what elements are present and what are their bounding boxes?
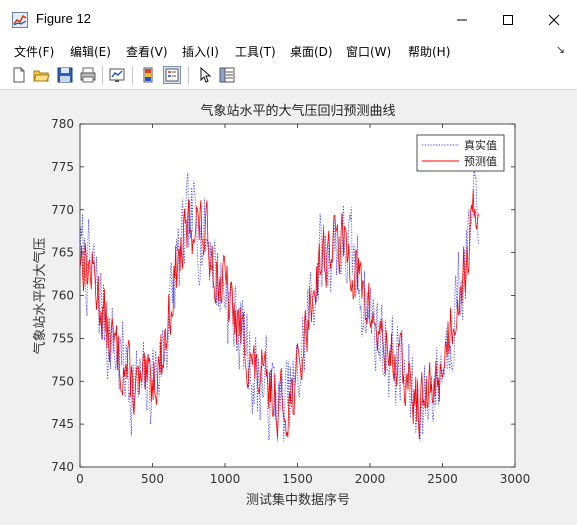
legend-label-pred: 预测值 <box>464 155 497 168</box>
minimize-button[interactable] <box>439 0 485 40</box>
menu-bar: 文件(F) 编辑(E) 查看(V) 插入(I) 工具(T) 桌面(D) 窗口(W… <box>0 40 577 62</box>
window-title: Figure 12 <box>36 11 91 26</box>
plot-area <box>80 124 515 467</box>
print-icon[interactable] <box>79 66 97 84</box>
menu-help[interactable]: 帮助(H) <box>408 45 451 59</box>
y-tick-label: 780 <box>51 117 74 131</box>
window-title-bar: Figure 12 <box>0 0 577 40</box>
save-icon[interactable] <box>56 66 74 84</box>
link-plot-icon[interactable] <box>108 66 126 84</box>
x-tick-label: 0 <box>76 472 84 486</box>
legend-label-true: 真实值 <box>464 138 497 152</box>
legend: 真实值 预测值 <box>416 134 505 172</box>
chart-title: 气象站水平的大气压回归预测曲线 <box>200 103 395 119</box>
insert-legend-icon[interactable] <box>163 66 181 84</box>
y-tick-label: 760 <box>51 289 74 303</box>
figure-toolbar <box>0 62 577 90</box>
toolbar-separator <box>188 66 189 85</box>
legend-box <box>416 134 505 172</box>
y-tick-label: 775 <box>51 160 74 174</box>
x-tick-label: 1500 <box>282 472 313 486</box>
x-tick-label: 2500 <box>427 472 458 486</box>
x-tick-label: 500 <box>141 472 164 486</box>
menu-view[interactable]: 查看(V) <box>126 45 168 59</box>
corner-arrow-icon[interactable]: ↘ <box>555 43 565 56</box>
y-tick-label: 750 <box>51 374 74 388</box>
insert-colorbar-icon[interactable] <box>139 66 157 84</box>
menu-window[interactable]: 窗口(W) <box>346 45 392 59</box>
close-button[interactable] <box>531 0 577 40</box>
y-tick-label: 745 <box>51 417 74 431</box>
minimize-icon <box>457 19 467 21</box>
pointer-icon[interactable] <box>196 66 214 84</box>
line-chart: 气象站水平的大气压回归预测曲线 0 500 1000 1500 2000 2500 3000… <box>32 103 530 508</box>
y-tick-label: 770 <box>51 203 74 217</box>
menu-tools[interactable]: 工具(T) <box>235 45 276 59</box>
matlab-figure-icon <box>12 12 28 28</box>
open-file-icon[interactable] <box>33 66 51 84</box>
y-axis-label: 气象站水平的大气压 <box>32 237 48 354</box>
new-figure-icon[interactable] <box>10 66 28 84</box>
y-tick-label: 765 <box>51 246 74 260</box>
axis-ticks: 0 500 1000 1500 2000 2500 3000 740 745 750 755 760 7… <box>51 117 530 486</box>
toolbar-separator <box>102 66 103 85</box>
toolbar-separator <box>132 66 133 85</box>
property-editor-icon[interactable] <box>218 66 236 84</box>
x-axis-label: 测试集中数据序号 <box>246 492 350 508</box>
x-tick-label: 3000 <box>500 472 531 486</box>
x-tick-label: 1000 <box>210 472 241 486</box>
figure-canvas: 气象站水平的大气压回归预测曲线 0 500 1000 1500 2000 2500 3000… <box>0 90 577 521</box>
close-icon <box>548 14 560 26</box>
data-series <box>79 166 479 442</box>
y-tick-label: 755 <box>51 331 74 345</box>
menu-desktop[interactable]: 桌面(D) <box>290 45 333 59</box>
maximize-button[interactable] <box>485 0 531 40</box>
x-tick-label: 2000 <box>355 472 386 486</box>
maximize-icon <box>503 15 513 25</box>
menu-insert[interactable]: 插入(I) <box>182 45 219 59</box>
menu-edit[interactable]: 编辑(E) <box>70 45 111 59</box>
plot-frame <box>79 123 516 468</box>
y-tick-label: 740 <box>51 460 74 474</box>
series-predicted-values <box>79 189 479 440</box>
menu-file[interactable]: 文件(F) <box>14 45 55 59</box>
